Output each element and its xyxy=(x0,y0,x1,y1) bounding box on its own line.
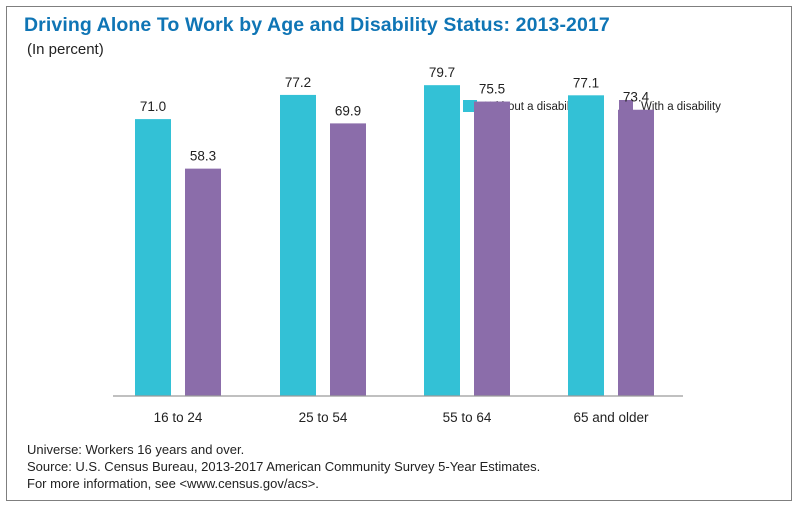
value-label-with-4: 73.4 xyxy=(623,90,650,105)
chart-subtitle: (In percent) xyxy=(27,41,104,58)
value-labels: 71.0 58.3 77.2 69.9 79.7 75.5 77.1 73.4 xyxy=(140,65,650,163)
bar-without-disability-2 xyxy=(280,94,316,397)
legend-with-disability-swatch xyxy=(619,100,633,112)
legend-without-disability-swatch xyxy=(463,100,477,112)
bar-with-disability-2 xyxy=(330,123,366,396)
x-tick-label-1: 16 to 24 xyxy=(154,410,203,425)
value-label-with-3: 75.5 xyxy=(479,82,505,97)
value-label-without-2: 77.2 xyxy=(285,75,311,90)
bar-with-disability-3 xyxy=(474,101,510,397)
x-tick-label-4: 65 and older xyxy=(573,410,649,425)
value-label-with-2: 69.9 xyxy=(335,103,361,118)
x-tick-label-3: 55 to 64 xyxy=(443,410,492,425)
bar-with-disability-1 xyxy=(185,168,221,396)
chart-title: Driving Alone To Work by Age and Disabil… xyxy=(24,14,610,36)
more-info-note: For more information, see <www.census.go… xyxy=(27,476,319,491)
bars xyxy=(135,85,654,397)
notes: Universe: Workers 16 years and over. Sou… xyxy=(27,441,540,492)
value-label-without-4: 77.1 xyxy=(573,75,599,90)
legend-with-disability-label: With a disability xyxy=(641,101,721,113)
source-note: Source: U.S. Census Bureau, 2013-2017 Am… xyxy=(27,459,541,474)
value-label-without-3: 79.7 xyxy=(429,65,455,80)
value-label-without-1: 71.0 xyxy=(140,99,166,114)
x-tick-label-2: 25 to 54 xyxy=(299,410,348,425)
bar-without-disability-4 xyxy=(568,95,604,396)
universe-note: Universe: Workers 16 years and over. xyxy=(27,442,245,457)
bar-without-disability-3 xyxy=(424,85,460,397)
x-tick-labels: 16 to 24 25 to 54 55 to 64 65 and older xyxy=(154,410,649,425)
bar-with-disability-4 xyxy=(618,109,654,397)
bar-without-disability-1 xyxy=(135,119,171,396)
value-label-with-1: 58.3 xyxy=(190,149,216,164)
